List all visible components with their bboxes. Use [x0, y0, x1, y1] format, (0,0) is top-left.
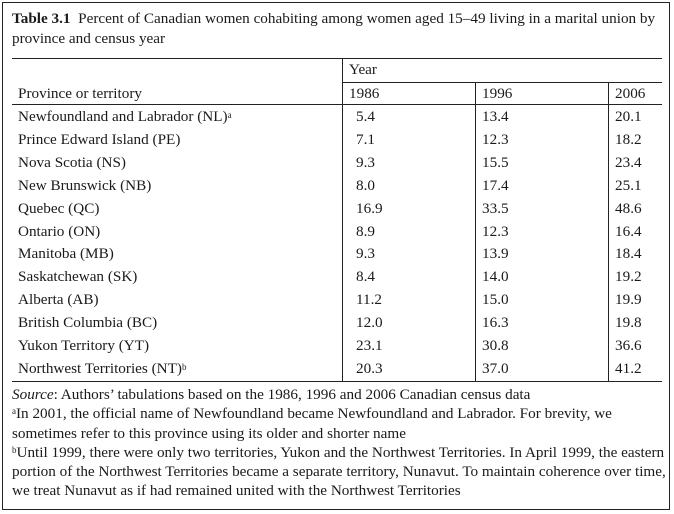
- value-cell: 9.3: [356, 245, 375, 263]
- column-divider: [342, 58, 343, 381]
- spanner-rule: [342, 82, 662, 83]
- value-cell: 41.2: [615, 359, 642, 377]
- value-cell: 37.0: [482, 359, 509, 377]
- value-cell: 8.9: [356, 222, 375, 240]
- value-cell: 8.0: [356, 176, 375, 194]
- table-title: Percent of Canadian women cohabiting amo…: [12, 10, 656, 47]
- value-cell: 9.3: [356, 153, 375, 171]
- year-header: 1996: [482, 85, 513, 102]
- value-cell: 13.9: [482, 245, 509, 263]
- value-cell: 23.4: [615, 153, 642, 171]
- value-cell: 20.1: [615, 108, 642, 125]
- column-divider: [475, 82, 476, 381]
- province-column-header: Province or territory: [18, 85, 142, 102]
- value-cell: 5.4: [356, 108, 375, 125]
- province-cell: New Brunswick (NB): [18, 176, 152, 194]
- value-cell: 30.8: [482, 337, 509, 354]
- value-cell: 18.4: [615, 245, 642, 263]
- footnote-marker: a: [227, 110, 232, 120]
- value-cell: 19.8: [615, 314, 642, 332]
- value-cell: 19.2: [615, 268, 642, 286]
- footnote-marker: b: [181, 361, 187, 372]
- footnote-a: aIn 2001, the official name of Newfoundl…: [12, 405, 612, 442]
- value-cell: 12.3: [482, 130, 509, 148]
- value-cell: 20.3: [356, 359, 383, 377]
- value-cell: 11.2: [356, 291, 383, 309]
- value-cell: 16.4: [615, 222, 642, 240]
- province-cell: Nova Scotia (NS): [18, 153, 126, 171]
- value-cell: 18.2: [615, 130, 642, 148]
- top-rule: [12, 58, 662, 59]
- province-cell: Yukon Territory (YT): [18, 337, 150, 354]
- value-cell: 16.3: [482, 314, 509, 332]
- value-cell: 15.0: [482, 291, 509, 309]
- value-cell: 17.4: [482, 176, 509, 194]
- year-spanner: Year: [349, 61, 377, 78]
- table-label: Table 3.1: [12, 10, 71, 27]
- province-cell: Northwest Territories (NT)b: [18, 359, 187, 377]
- value-cell: 25.1: [615, 176, 642, 194]
- province-cell: Saskatchewan (SK): [18, 268, 138, 286]
- table-frame: [2, 2, 670, 510]
- value-cell: 15.5: [482, 153, 509, 171]
- province-cell: Alberta (AB): [18, 291, 99, 309]
- province-cell: Prince Edward Island (PE): [18, 130, 181, 148]
- year-header: 1986: [349, 85, 380, 102]
- value-cell: 48.6: [615, 199, 642, 217]
- value-cell: 14.0: [482, 268, 509, 286]
- province-cell: Manitoba (MB): [18, 245, 114, 263]
- table-notes: Source: Authors’ tabulations based on th…: [12, 385, 667, 501]
- source-note: Source: Authors’ tabulations based on th…: [12, 386, 531, 403]
- footnote-b: bUntil 1999, there were only two territo…: [12, 443, 666, 500]
- table-caption: Table 3.1 Percent of Canadian women coha…: [12, 9, 662, 49]
- value-cell: 19.9: [615, 291, 642, 309]
- value-cell: 23.1: [356, 337, 383, 354]
- value-cell: 8.4: [356, 268, 375, 286]
- value-cell: 36.6: [615, 337, 642, 354]
- column-divider: [608, 82, 609, 381]
- province-cell: Quebec (QC): [18, 199, 100, 217]
- value-cell: 16.9: [356, 199, 383, 217]
- province-cell: Newfoundland and Labrador (NL)a: [18, 108, 232, 125]
- header-rule: [12, 104, 662, 105]
- year-header: 2006: [615, 85, 646, 102]
- value-cell: 13.4: [482, 108, 509, 125]
- province-cell: British Columbia (BC): [18, 314, 158, 332]
- value-cell: 33.5: [482, 199, 509, 217]
- province-cell: Ontario (ON): [18, 222, 101, 240]
- value-cell: 12.0: [356, 314, 383, 332]
- value-cell: 7.1: [356, 130, 375, 148]
- value-cell: 12.3: [482, 222, 509, 240]
- bottom-rule: [12, 381, 662, 382]
